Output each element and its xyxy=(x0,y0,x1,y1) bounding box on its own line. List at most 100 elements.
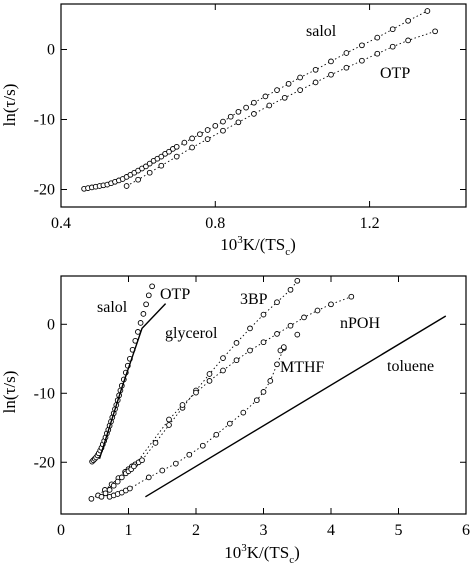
data-point xyxy=(277,347,284,354)
data-point xyxy=(294,277,301,284)
data-point xyxy=(287,286,294,293)
x-tick-label: 1 xyxy=(125,522,133,539)
y-tick-label: -20 xyxy=(34,182,55,199)
data-point xyxy=(297,87,303,93)
top-y-axis-title: ln(τ/s) xyxy=(0,84,19,127)
data-point xyxy=(166,422,172,428)
data-point xyxy=(374,34,381,41)
data-point xyxy=(266,102,273,109)
series-otp xyxy=(98,303,167,460)
x-tick-label: 6 xyxy=(462,522,470,539)
bottom-annotation-salol: salol xyxy=(97,299,128,316)
data-point xyxy=(312,79,319,86)
data-point xyxy=(145,292,152,299)
data-point xyxy=(405,37,411,44)
y-tick-label: -10 xyxy=(34,112,55,129)
x-tick-label: 0.8 xyxy=(205,215,225,232)
data-point xyxy=(193,389,199,396)
data-point xyxy=(166,148,172,155)
data-point xyxy=(235,108,242,115)
data-point xyxy=(287,322,294,329)
bottom-x-axis-title: 103K/(TSc) xyxy=(224,542,300,566)
data-point xyxy=(189,135,195,142)
bottom-annotation-3bp: 3BP xyxy=(240,291,268,308)
data-point xyxy=(143,163,149,170)
data-point xyxy=(328,301,334,308)
top-annotation-otp: OTP xyxy=(380,65,410,82)
data-point xyxy=(220,355,226,361)
top-panel-frame xyxy=(60,3,467,208)
data-point xyxy=(389,26,396,33)
bottom-annotation-npoh: nPOH xyxy=(340,315,380,332)
y-tick-label: 0 xyxy=(47,316,55,333)
series-3bp xyxy=(98,293,355,500)
data-point xyxy=(204,136,211,142)
bottom-annotation-mthf: MTHF xyxy=(280,359,325,376)
data-point xyxy=(233,340,240,346)
data-point xyxy=(247,347,253,354)
data-point xyxy=(114,478,121,485)
series-line xyxy=(145,315,447,498)
data-point xyxy=(297,74,303,81)
data-point xyxy=(189,144,195,151)
data-point xyxy=(274,331,280,337)
data-point xyxy=(243,104,249,111)
data-point xyxy=(206,378,213,384)
data-point xyxy=(98,493,105,500)
x-tick-label: 4 xyxy=(327,522,335,539)
data-point xyxy=(159,467,166,474)
data-point xyxy=(204,127,211,133)
x-tick-label: 5 xyxy=(395,522,403,539)
data-point xyxy=(274,299,280,306)
data-point xyxy=(166,416,172,423)
data-point xyxy=(179,402,186,408)
top-panel-tick-labels: 0.4 0.8 1.2 -20 -10 0 xyxy=(34,42,380,233)
series-npoh xyxy=(277,331,301,354)
data-point xyxy=(149,283,155,290)
data-point xyxy=(274,87,280,93)
data-point xyxy=(235,119,242,126)
data-point xyxy=(281,94,288,101)
series-line xyxy=(109,348,285,498)
data-point xyxy=(131,463,137,470)
data-point xyxy=(359,42,365,49)
data-point xyxy=(145,474,152,481)
series-line xyxy=(101,296,352,498)
data-point xyxy=(173,153,180,160)
y-tick-label: -10 xyxy=(34,385,55,402)
data-point xyxy=(294,331,301,338)
data-point xyxy=(88,495,95,502)
data-point xyxy=(267,378,274,384)
data-point xyxy=(374,50,381,57)
data-point xyxy=(102,490,109,497)
x-tick-label: 1.2 xyxy=(360,215,380,232)
data-point xyxy=(220,367,226,374)
data-point xyxy=(240,409,247,416)
data-point xyxy=(135,176,141,183)
data-point xyxy=(280,344,287,350)
data-point xyxy=(199,442,206,449)
y-tick-label: -20 xyxy=(34,454,55,471)
data-point xyxy=(251,111,257,117)
data-point xyxy=(285,80,292,87)
data-point xyxy=(158,153,165,160)
top-x-axis-title: 103K/(TSc) xyxy=(220,234,296,258)
data-point xyxy=(226,420,233,427)
data-point xyxy=(227,113,234,120)
x-tick-label: 0.4 xyxy=(51,215,71,232)
data-point xyxy=(260,339,267,346)
data-point xyxy=(127,485,133,492)
data-point xyxy=(146,169,153,176)
data-point xyxy=(158,162,165,169)
data-point xyxy=(220,118,226,125)
data-point xyxy=(247,325,253,332)
data-point xyxy=(140,311,147,317)
data-point xyxy=(233,357,240,364)
data-point xyxy=(206,371,213,377)
series-otp xyxy=(123,28,438,189)
data-point xyxy=(301,314,307,321)
data-point xyxy=(186,451,193,458)
data-point xyxy=(389,43,396,50)
series-salol xyxy=(81,8,431,192)
data-point xyxy=(328,71,334,78)
